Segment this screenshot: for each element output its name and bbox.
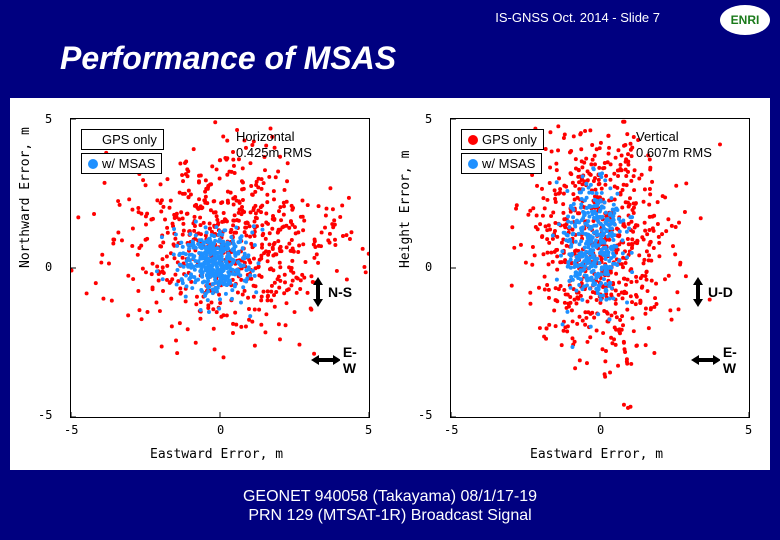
arrow-ud: U-D: [691, 277, 733, 307]
ytick: 5: [425, 112, 432, 126]
right-plot-area: GPS only w/ MSAS Vertical 0.607m RMS U-D…: [450, 118, 750, 418]
leftright-arrow-icon: [311, 353, 340, 367]
legend-w-msas: w/ MSAS: [461, 153, 542, 174]
xtick: 0: [597, 423, 604, 437]
rms-info: Vertical 0.607m RMS: [636, 129, 712, 160]
x-axis-label: Eastward Error, m: [150, 447, 283, 462]
arrow-label-text: E-W: [723, 344, 749, 376]
ytick: 0: [45, 260, 52, 274]
page-title: Performance of MSAS: [60, 40, 396, 77]
legend-swatch-red: [468, 135, 478, 145]
xtick: 0: [217, 423, 224, 437]
legend-label: w/ MSAS: [102, 156, 155, 171]
y-axis-label: Northward Error, m: [18, 127, 33, 268]
ytick: 0: [425, 260, 432, 274]
legend-gps-only: GPS only: [461, 129, 544, 150]
legend-swatch-blue: [468, 159, 478, 169]
arrow-label-text: E-W: [343, 344, 369, 376]
footer-line1: GEONET 940058 (Takayama) 08/1/17-19: [0, 487, 780, 506]
rms-label: Horizontal: [236, 129, 312, 145]
arrow-label-text: N-S: [328, 284, 352, 300]
footer-line2: PRN 129 (MTSAT-1R) Broadcast Signal: [0, 506, 780, 525]
rms-label: Vertical: [636, 129, 712, 145]
legend-label: GPS only: [102, 132, 157, 147]
legend-w-msas: w/ MSAS: [81, 153, 162, 174]
logo: ENRI: [720, 5, 770, 35]
xtick: -5: [444, 423, 458, 437]
legend-label: GPS only: [482, 132, 537, 147]
xtick: -5: [64, 423, 78, 437]
rms-value: 0.425m RMS: [236, 145, 312, 161]
right-chart: GPS only w/ MSAS Vertical 0.607m RMS U-D…: [390, 98, 770, 470]
ytick: -5: [38, 408, 52, 422]
updown-arrow-icon: [311, 277, 325, 307]
arrow-label-text: U-D: [708, 284, 733, 300]
ytick: 5: [45, 112, 52, 126]
xtick: 5: [365, 423, 372, 437]
ytick: -5: [418, 408, 432, 422]
leftright-arrow-icon: [691, 353, 720, 367]
legend-swatch-blue: [88, 159, 98, 169]
rms-info: Horizontal 0.425m RMS: [236, 129, 312, 160]
charts-container: GPS only w/ MSAS Horizontal 0.425m RMS N…: [10, 98, 770, 470]
footer: GEONET 940058 (Takayama) 08/1/17-19 PRN …: [0, 487, 780, 525]
arrow-ns: N-S: [311, 277, 352, 307]
header-text: IS-GNSS Oct. 2014 - Slide 7: [495, 10, 660, 25]
left-chart: GPS only w/ MSAS Horizontal 0.425m RMS N…: [10, 98, 390, 470]
arrow-ew: E-W: [311, 344, 369, 376]
x-axis-label: Eastward Error, m: [530, 447, 663, 462]
legend-gps-only: GPS only: [81, 129, 164, 150]
rms-value: 0.607m RMS: [636, 145, 712, 161]
legend-label: w/ MSAS: [482, 156, 535, 171]
arrow-ew: E-W: [691, 344, 749, 376]
updown-arrow-icon: [691, 277, 705, 307]
xtick: 5: [745, 423, 752, 437]
legend-swatch-red: [88, 135, 98, 145]
left-plot-area: GPS only w/ MSAS Horizontal 0.425m RMS N…: [70, 118, 370, 418]
y-axis-label: Height Error, m: [398, 151, 413, 268]
